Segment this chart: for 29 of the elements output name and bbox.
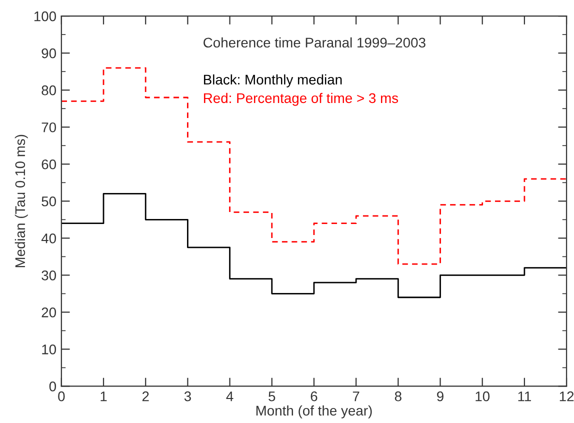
y-tick-label: 70 xyxy=(42,122,56,132)
x-tick-label: 0 xyxy=(58,391,65,402)
y-tick-label: 100 xyxy=(34,11,56,22)
x-tick-label: 2 xyxy=(142,391,149,402)
x-tick-label: 6 xyxy=(310,391,318,402)
y-tick-label: 40 xyxy=(41,233,56,244)
y-tick-label: 20 xyxy=(42,308,56,318)
x-tick-label: 3 xyxy=(184,391,191,402)
y-tick-label: 90 xyxy=(42,48,56,58)
x-axis-title: Month (of the year) xyxy=(256,405,372,418)
y-axis-title: Median (Tau 0.10 ms) xyxy=(14,134,28,268)
y-tick-label: 10 xyxy=(42,344,56,354)
y-tick-label: 80 xyxy=(42,85,56,96)
x-tick-label: 12 xyxy=(560,391,574,402)
y-tick-label: 50 xyxy=(42,196,56,206)
x-tick-label: 7 xyxy=(352,392,360,402)
x-tick-label: 10 xyxy=(476,391,490,402)
x-tick-label: 4 xyxy=(226,392,234,402)
annotation: Red: Percentage of time > 3 ms xyxy=(204,92,398,106)
annotation: Coherence time Paranal 1999–2003 xyxy=(204,37,426,48)
x-tick-label: 11 xyxy=(518,392,531,402)
x-tick-label: 1 xyxy=(100,392,107,402)
y-tick-label: 60 xyxy=(42,159,56,170)
y-tick-label: 30 xyxy=(42,270,56,280)
x-tick-label: 8 xyxy=(394,391,402,402)
y-tick-label: 0 xyxy=(49,382,56,392)
x-tick-label: 9 xyxy=(437,391,444,402)
x-tick-label: 5 xyxy=(268,392,276,402)
annotation: Black: Monthly median xyxy=(204,74,342,88)
